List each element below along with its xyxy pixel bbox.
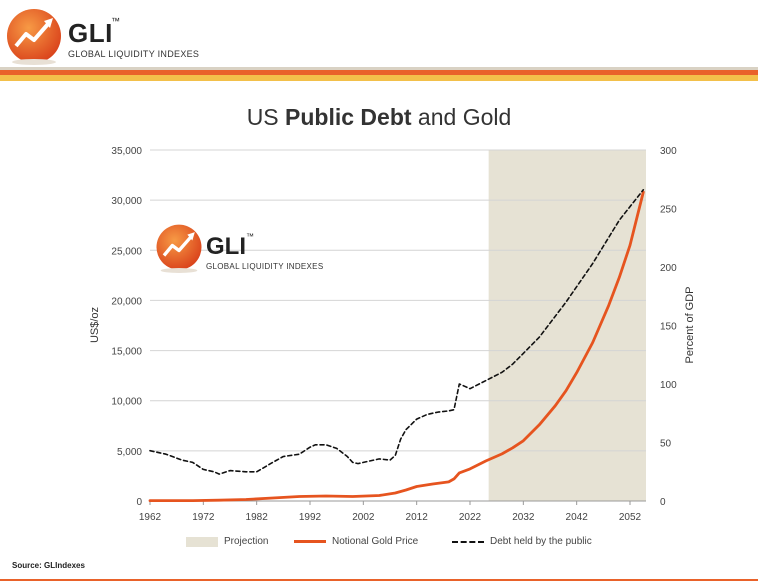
y-tick-label: 0: [136, 497, 142, 508]
watermark-brand: GLI: [206, 233, 246, 260]
y2-tick-label: 100: [660, 380, 677, 391]
x-tick-label: 2002: [352, 512, 375, 523]
y2-tick-label: 200: [660, 263, 677, 274]
watermark-trademark: ™: [246, 232, 254, 241]
legend-label: Projection: [224, 536, 269, 547]
series-line-gold: [148, 190, 645, 503]
watermark-subtitle: GLOBAL LIQUIDITY INDEXES: [206, 262, 324, 271]
projection-band: [488, 150, 646, 501]
y2-tick-label: 250: [660, 205, 677, 216]
gli-logo-icon: [7, 9, 61, 65]
legend-swatch-debt: [452, 540, 484, 543]
x-tick-label: 1982: [246, 512, 269, 523]
footer-divider: [0, 579, 758, 581]
chart-title: US Public Debt and Gold: [0, 104, 758, 131]
y2-tick-label: 0: [660, 497, 666, 508]
x-tick-label: 2032: [512, 512, 535, 523]
watermark-logo-icon: [156, 224, 202, 273]
y-tick-label: 10,000: [111, 397, 142, 408]
series-line-debt: [149, 189, 645, 475]
y-tick-label: 5,000: [117, 447, 142, 458]
legend-swatch-projection: [186, 536, 218, 547]
x-tick-label: 2022: [459, 512, 482, 523]
chart-title-part: US: [246, 104, 286, 130]
legend-item-gold: Notional Gold Price: [294, 536, 418, 547]
legend-label: Debt held by the public: [490, 536, 592, 547]
header-divider-yellow: [0, 75, 758, 81]
legend-label: Notional Gold Price: [332, 536, 419, 547]
legend-item-projection: Projection: [186, 536, 268, 547]
x-tick-label: 2042: [566, 512, 589, 523]
y-tick-label: 35,000: [111, 146, 142, 157]
y-tick-label: 15,000: [111, 347, 142, 358]
x-tick-label: 2052: [619, 512, 642, 523]
x-tick-label: 1962: [139, 512, 162, 523]
source-note: Source: GLIndexes: [12, 561, 85, 570]
x-tick-label: 2012: [406, 512, 429, 523]
legend-swatch-gold: [294, 540, 326, 543]
y2-axis-label: Percent of GDP: [684, 286, 696, 363]
x-tick-label: 1992: [299, 512, 322, 523]
y2-tick-label: 300: [660, 146, 677, 157]
x-tick-label: 1972: [192, 512, 215, 523]
y2-tick-label: 50: [660, 439, 672, 450]
brand-trademark: ™: [111, 16, 120, 26]
y-axis-label: US$/oz: [89, 307, 101, 343]
y-tick-label: 25,000: [111, 246, 142, 257]
y2-tick-label: 150: [660, 322, 677, 333]
chart-legend: Projection Notional Gold Price Debt held…: [0, 534, 758, 552]
header-divider-gray: [0, 67, 758, 70]
brand-subtitle: GLOBAL LIQUIDITY INDEXES: [68, 49, 200, 59]
y-tick-label: 20,000: [111, 296, 142, 307]
y-tick-label: 30,000: [111, 196, 142, 207]
chart-title-part: and Gold: [411, 104, 512, 130]
legend-item-debt: Debt held by the public: [452, 536, 592, 547]
chart-title-bold: Public Debt: [285, 104, 412, 130]
header-divider-red: [0, 70, 758, 75]
brand-name: GLI: [68, 18, 113, 48]
